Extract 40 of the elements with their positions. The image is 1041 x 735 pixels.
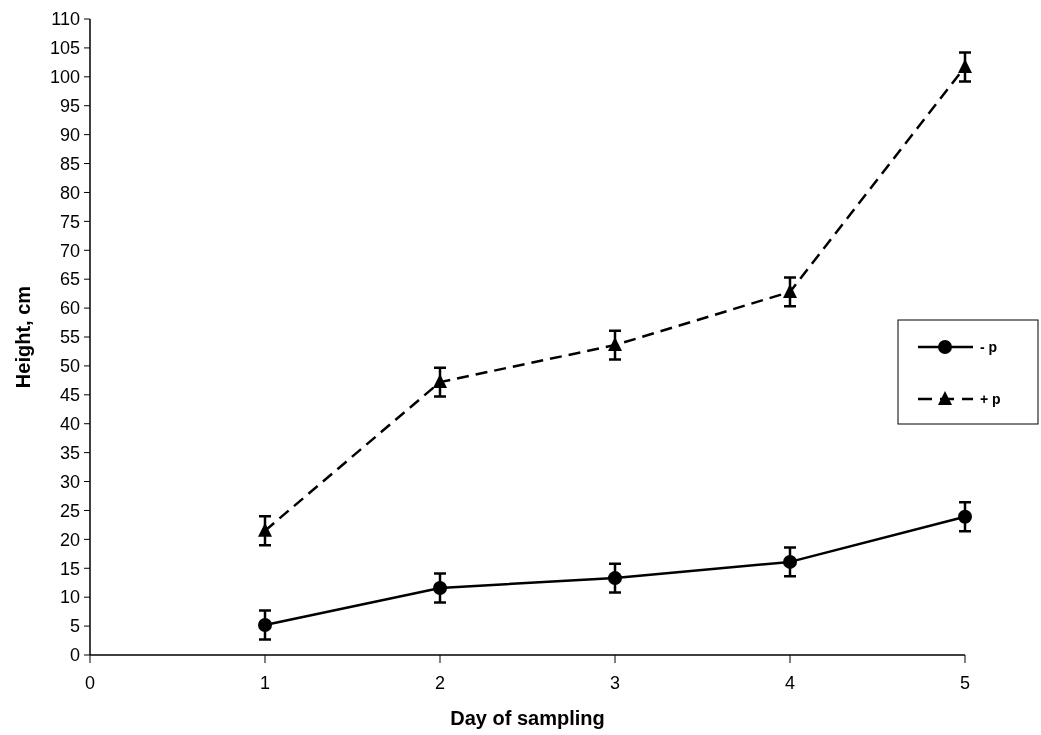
y-tick-label: 5 [69, 616, 80, 637]
y-tick-label: 10 [59, 587, 80, 608]
point [608, 337, 622, 352]
y-tick-label: 85 [59, 153, 80, 174]
y-tick-label: 50 [59, 356, 80, 377]
x-tick-label: 4 [784, 673, 796, 693]
x-tick-label: 5 [959, 673, 971, 693]
y-tick-label: 55 [59, 327, 80, 348]
y-tick-label: 90 [59, 124, 80, 145]
x-tick-label: 0 [84, 673, 96, 693]
point [433, 374, 447, 389]
y-tick-label: 65 [59, 269, 80, 290]
x-tick-label: 3 [609, 673, 621, 693]
x-axis-title: Day of sampling [450, 707, 605, 729]
y-tick-label: 40 [59, 414, 80, 435]
legend-label: - p [980, 338, 998, 355]
y-tick-label: 75 [59, 211, 80, 232]
y-tick-label: 20 [59, 529, 80, 550]
point [783, 554, 797, 569]
y-tick-label: 15 [59, 558, 80, 579]
y-tick-label: 45 [59, 385, 80, 406]
y-tick-label: 110 [51, 9, 80, 30]
y-tick-label: 60 [59, 298, 80, 319]
y-axis-title: Height, cm [12, 285, 34, 389]
y-tick-label: 30 [59, 471, 80, 492]
point [958, 509, 972, 524]
y-tick-label: 105 [49, 38, 80, 59]
y-tick-label: 100 [49, 67, 80, 88]
y-tick-label: 25 [59, 500, 80, 521]
point [608, 571, 622, 586]
y-tick-label: 95 [59, 96, 80, 117]
point [258, 617, 272, 632]
legend-label: + p [980, 390, 1001, 407]
y-tick-label: 0 [69, 645, 80, 666]
x-tick-label: 2 [434, 673, 446, 693]
point [433, 580, 447, 595]
y-tick-label: 80 [59, 182, 80, 203]
y-tick-label: 70 [59, 240, 80, 261]
x-tick-label: 1 [259, 673, 271, 693]
y-tick-label: 35 [59, 442, 80, 463]
